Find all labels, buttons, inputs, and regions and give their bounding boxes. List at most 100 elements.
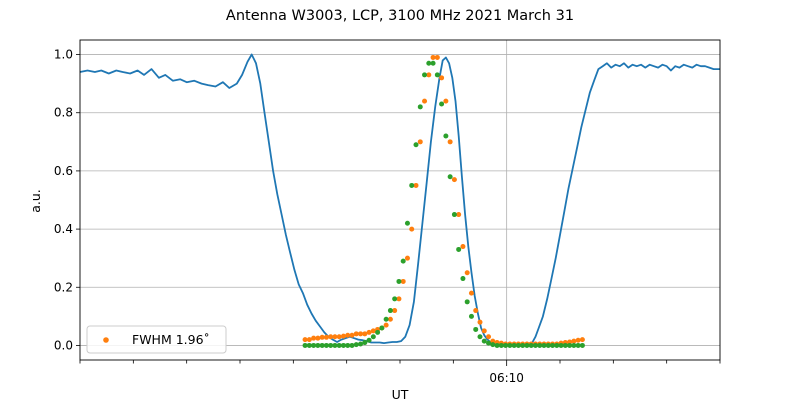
data-point-green-points — [447, 174, 453, 180]
data-point-orange-points — [302, 337, 308, 343]
x-axis-label: UT — [392, 387, 409, 400]
x-tick-label: 06:10 — [489, 371, 524, 385]
data-point-green-points — [430, 60, 436, 66]
data-point-orange-points — [311, 335, 317, 341]
data-point-orange-points — [571, 338, 577, 344]
legend-box — [86, 325, 227, 354]
data-point-green-points — [456, 246, 462, 252]
data-point-green-points — [302, 342, 308, 348]
data-point-green-points — [443, 133, 449, 139]
data-point-green-points — [541, 342, 547, 348]
data-point-green-points — [387, 308, 393, 314]
data-point-green-points — [537, 342, 543, 348]
data-point-green-points — [511, 342, 517, 348]
data-point-green-points — [311, 342, 317, 348]
data-point-orange-points — [358, 331, 364, 337]
data-point-orange-points — [575, 337, 581, 343]
data-point-green-points — [532, 342, 538, 348]
data-point-green-points — [345, 342, 351, 348]
data-point-green-points — [306, 342, 312, 348]
data-point-green-points — [319, 342, 325, 348]
data-point-orange-points — [486, 334, 492, 340]
data-point-green-points — [332, 342, 338, 348]
data-point-green-points — [358, 341, 364, 347]
data-point-orange-points — [464, 270, 470, 276]
data-point-green-points — [567, 342, 573, 348]
data-point-green-points — [464, 299, 470, 305]
y-axis: 0.0 0.2 0.4 0.6 0.8 1.0 — [54, 48, 80, 352]
data-point-green-points — [554, 342, 560, 348]
data-point-orange-points — [443, 98, 449, 104]
data-point-green-points — [349, 342, 355, 348]
data-point-green-points — [404, 220, 410, 226]
plot-frame — [79, 39, 721, 361]
legend-marker — [103, 337, 109, 343]
data-point-green-points — [451, 212, 457, 218]
data-point-orange-points — [426, 72, 432, 78]
data-point-orange-points — [447, 139, 453, 145]
data-point-orange-points — [323, 334, 329, 340]
data-point-green-points — [366, 337, 372, 343]
data-point-green-points — [528, 342, 534, 348]
data-point-green-points — [486, 340, 492, 346]
x-axis: 06:10 — [79, 360, 721, 385]
data-point-orange-points — [319, 334, 325, 340]
data-point-green-points — [422, 72, 428, 78]
data-point-orange-points — [434, 54, 440, 60]
data-point-orange-points — [567, 339, 573, 345]
data-point-orange-points — [366, 329, 372, 335]
data-point-orange-points — [349, 332, 355, 338]
data-point-orange-points — [340, 333, 346, 339]
data-point-green-points — [562, 342, 568, 348]
data-point-green-points — [545, 342, 551, 348]
data-point-green-points — [515, 342, 521, 348]
data-point-green-points — [503, 342, 509, 348]
data-point-orange-points — [315, 335, 321, 341]
data-point-green-points — [468, 313, 474, 319]
data-point-green-points — [550, 342, 556, 348]
data-point-green-points — [383, 316, 389, 322]
data-point-green-points — [520, 342, 526, 348]
data-point-orange-points — [477, 319, 483, 325]
data-point-orange-points — [439, 75, 445, 81]
data-point-orange-points — [430, 54, 436, 60]
data-point-orange-points — [362, 331, 368, 337]
data-point-orange-points — [332, 334, 338, 340]
data-point-orange-points — [468, 290, 474, 296]
data-point-green-points — [579, 342, 585, 348]
data-point-green-points — [353, 342, 359, 348]
data-point-green-points — [396, 278, 402, 284]
data-point-green-points — [336, 342, 342, 348]
data-point-green-points — [571, 342, 577, 348]
y-tick-label: 1.0 — [54, 48, 73, 62]
data-point-green-points — [524, 342, 530, 348]
data-point-green-points — [323, 342, 329, 348]
data-point-green-points — [413, 142, 419, 148]
chart-title: Antenna W3003, LCP, 3100 MHz 2021 March … — [226, 8, 574, 24]
data-point-green-points — [477, 334, 483, 340]
data-point-green-points — [498, 342, 504, 348]
data-point-green-points — [328, 342, 334, 348]
data-point-orange-points — [579, 337, 585, 343]
data-point-green-points — [507, 342, 513, 348]
data-point-green-points — [481, 338, 487, 344]
data-point-green-points — [379, 325, 385, 331]
data-point-green-points — [426, 60, 432, 66]
y-axis-label: a.u. — [28, 189, 43, 213]
data-point-green-points — [400, 258, 406, 264]
data-point-green-points — [417, 104, 423, 110]
data-point-green-points — [362, 340, 368, 346]
data-point-orange-points — [387, 316, 393, 322]
data-point-orange-points — [481, 328, 487, 334]
y-tick-label: 0.2 — [54, 280, 73, 294]
data-point-green-points — [392, 296, 398, 302]
data-point-orange-points — [451, 177, 457, 183]
data-point-green-points — [370, 334, 376, 340]
data-point-orange-points — [417, 139, 423, 145]
y-tick-label: 0.8 — [54, 106, 73, 120]
data-point-orange-points — [336, 334, 342, 340]
data-point-green-points — [558, 342, 564, 348]
plot-area — [79, 39, 721, 361]
data-point-green-points — [375, 329, 381, 335]
